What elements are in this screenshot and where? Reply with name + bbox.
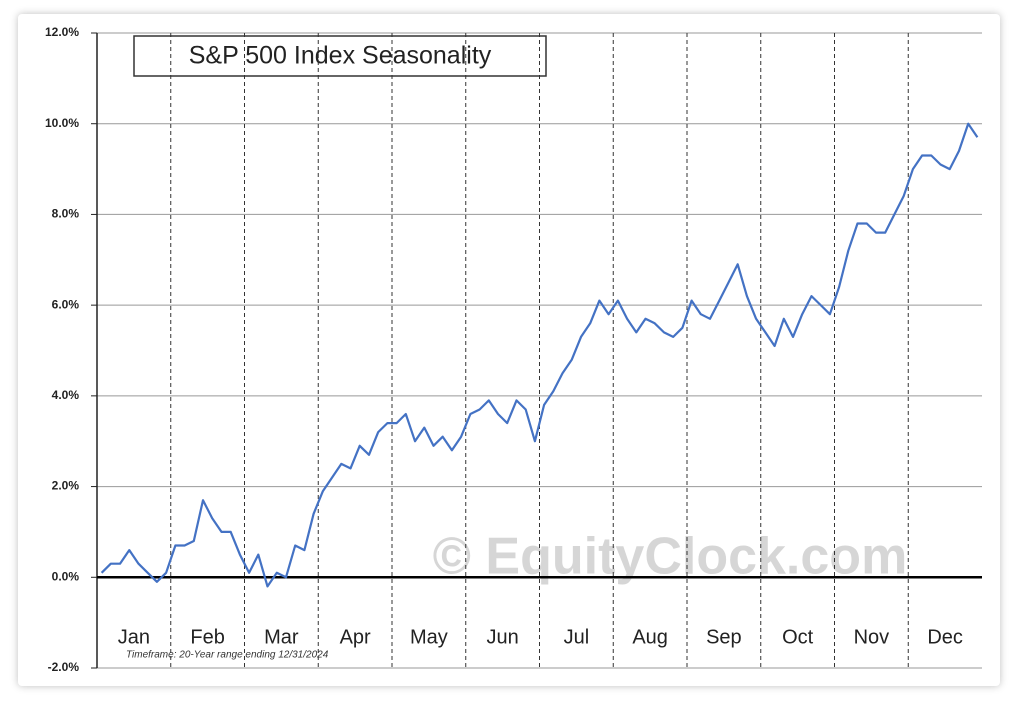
x-tick-label: May bbox=[410, 626, 448, 648]
title-box bbox=[133, 35, 547, 77]
y-tick-label: -2.0% bbox=[48, 660, 80, 674]
x-tick-label: Apr bbox=[340, 626, 371, 648]
y-tick-label: 2.0% bbox=[52, 479, 80, 493]
frame bbox=[18, 14, 1000, 686]
x-tick-label: Aug bbox=[632, 626, 668, 648]
x-tick-label: Jun bbox=[487, 626, 519, 648]
x-tick-label: Jul bbox=[564, 626, 590, 648]
x-tick-label: Oct bbox=[782, 626, 814, 648]
x-tick-label: Nov bbox=[854, 626, 890, 648]
y-tick-label: 0.0% bbox=[52, 569, 80, 583]
footnote: Timeframe: 20-Year range ending 12/31/20… bbox=[126, 650, 329, 661]
y-tick-label: 12.0% bbox=[45, 25, 79, 39]
x-tick-label: Dec bbox=[927, 626, 963, 648]
chart-title: S&P 500 Index Seasonality bbox=[189, 42, 492, 70]
y-tick-label: 6.0% bbox=[52, 297, 80, 311]
y-tick-label: 10.0% bbox=[45, 116, 79, 130]
x-tick-label: Jan bbox=[118, 626, 150, 648]
y-tick-label: 4.0% bbox=[52, 388, 80, 402]
series-line bbox=[100, 122, 979, 588]
x-tick-label: Mar bbox=[264, 626, 299, 648]
y-tick-label: 8.0% bbox=[52, 207, 80, 221]
x-tick-label: Feb bbox=[190, 626, 224, 648]
x-tick-label: Sep bbox=[706, 626, 742, 648]
